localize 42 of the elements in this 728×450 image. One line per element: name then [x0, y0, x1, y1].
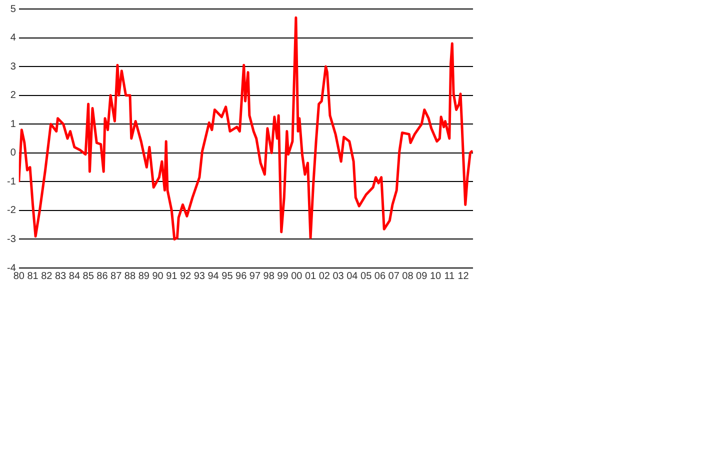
y-tick-label: -2 [6, 205, 16, 216]
x-tick-label: 98 [263, 270, 275, 282]
y-tick-label: 3 [10, 61, 16, 72]
x-tick-label: 89 [138, 270, 150, 282]
x-tick-label: 03 [332, 270, 344, 282]
x-tick-label: 96 [236, 270, 248, 282]
x-tick-label: 97 [249, 270, 261, 282]
x-tick-label: 87 [110, 270, 122, 282]
x-tick-label: 81 [27, 270, 39, 282]
x-tick-label: 84 [68, 270, 80, 282]
x-tick-label: 93 [194, 270, 206, 282]
x-tick-label: 92 [180, 270, 192, 282]
x-tick-label: 91 [166, 270, 178, 282]
x-tick-label: 99 [277, 270, 289, 282]
x-tick-label: 09 [416, 270, 428, 282]
x-tick-label: 82 [41, 270, 53, 282]
x-tick-label: 06 [374, 270, 386, 282]
y-tick-label: -3 [6, 234, 16, 245]
x-tick-label: 00 [291, 270, 303, 282]
x-tick-label: 95 [222, 270, 234, 282]
x-tick-label: 88 [124, 270, 136, 282]
x-tick-label: 01 [304, 270, 317, 282]
y-tick-label: 2 [10, 90, 16, 102]
x-tick-label: 80 [13, 270, 25, 282]
x-tick-label: 83 [54, 270, 67, 282]
x-tick-label: 02 [318, 270, 330, 282]
x-tick-label: 85 [82, 270, 94, 282]
x-tick-label: 10 [430, 270, 442, 282]
x-tick-label: 94 [208, 270, 220, 282]
x-tick-label: 07 [388, 270, 400, 282]
y-tick-label: 4 [10, 32, 16, 44]
x-tick-label: 86 [96, 270, 108, 282]
x-tick-label: 08 [402, 270, 414, 282]
x-tick-label: 04 [346, 270, 358, 282]
y-tick-label: 1 [10, 118, 16, 130]
y-tick-label: -1 [6, 176, 16, 188]
x-tick-label: 12 [458, 270, 470, 282]
x-tick-label: 90 [152, 270, 164, 282]
x-tick-label: 05 [360, 270, 372, 282]
y-tick-label: 0 [10, 148, 16, 159]
x-tick-label: 11 [444, 270, 456, 282]
y-tick-label: 5 [10, 4, 16, 15]
